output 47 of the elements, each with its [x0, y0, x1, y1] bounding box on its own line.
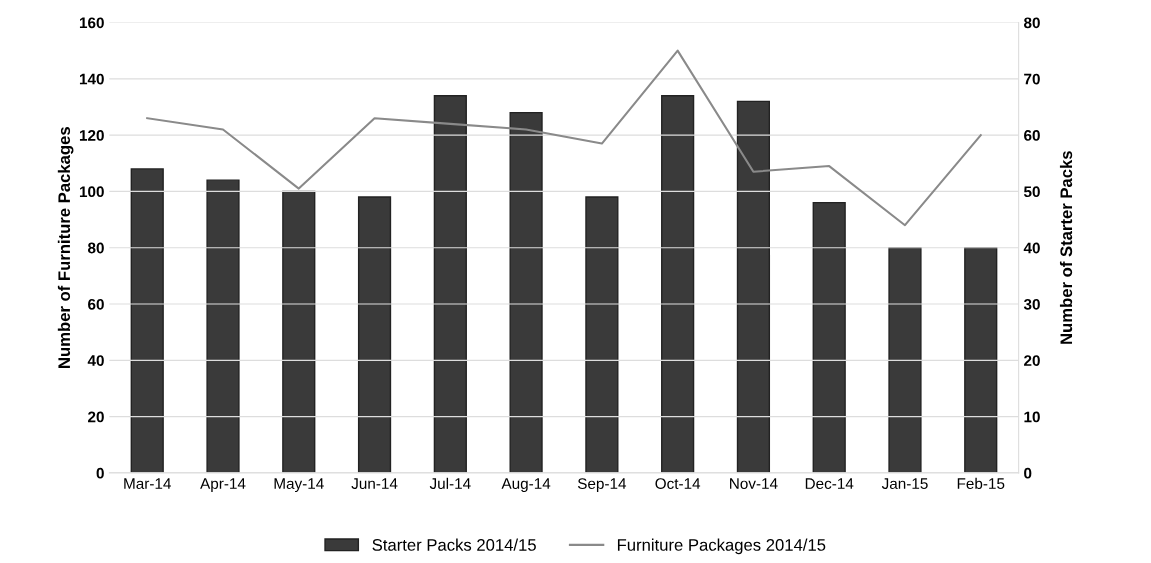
y-tick-label: 120 [79, 129, 104, 141]
bar [964, 247, 998, 473]
y-tick-label: 40 [87, 355, 104, 367]
y2-tick-label: 30 [1023, 298, 1040, 310]
y-tick-label: 160 [79, 17, 104, 29]
x-tick-label: Jul-14 [429, 477, 471, 489]
legend-label: Starter Packs 2014/15 [372, 538, 536, 551]
x-tick-label: Apr-14 [200, 478, 246, 493]
y2-tick-label: 60 [1024, 129, 1040, 141]
bar [736, 100, 771, 473]
y2-tick-label: 70 [1024, 73, 1040, 85]
x-tick-label: Sep-14 [577, 478, 627, 493]
y2-tick-label: 0 [1024, 467, 1032, 479]
bar [433, 95, 467, 473]
bar [812, 201, 846, 473]
x-tick-label: May-14 [274, 478, 324, 493]
y2-tick-label: 50 [1023, 186, 1040, 198]
y-tick-label: 100 [79, 186, 104, 198]
legend-label: Furniture Packages 2014/15 [617, 538, 826, 555]
x-tick-label: Mar-14 [124, 478, 171, 489]
x-tick-label: Oct-14 [655, 478, 701, 489]
bar [130, 168, 164, 473]
bar [282, 190, 316, 473]
y2-tick-label: 40 [1023, 242, 1040, 254]
x-tick-label: Jan-15 [881, 478, 928, 489]
bar [661, 95, 695, 473]
y-tick-label: 140 [79, 73, 104, 85]
bar [509, 111, 543, 473]
bar [206, 179, 240, 473]
y2-tick-label: 80 [1023, 17, 1040, 29]
y-tick-label: 20 [88, 411, 104, 423]
y2-axis-title: Number of Starter Packs [1059, 151, 1073, 344]
y2-tick-label: 20 [1024, 355, 1040, 367]
bar [888, 247, 922, 473]
x-tick-label: Jun-14 [351, 478, 398, 489]
y-tick-label: 80 [87, 242, 104, 254]
line-series [146, 49, 982, 227]
bar [357, 196, 392, 473]
bar [585, 196, 619, 473]
y-tick-label: 0 [96, 467, 104, 479]
y-tick-label: 60 [88, 298, 104, 310]
x-tick-label: Dec-14 [805, 478, 854, 489]
y2-tick-label: 10 [1024, 411, 1040, 423]
x-tick-label: Feb-15 [957, 477, 1005, 489]
x-tick-label: Nov-14 [730, 478, 778, 489]
y-axis-title: Number of Furniture Packages [57, 127, 74, 368]
x-tick-label: Aug-14 [501, 478, 551, 493]
